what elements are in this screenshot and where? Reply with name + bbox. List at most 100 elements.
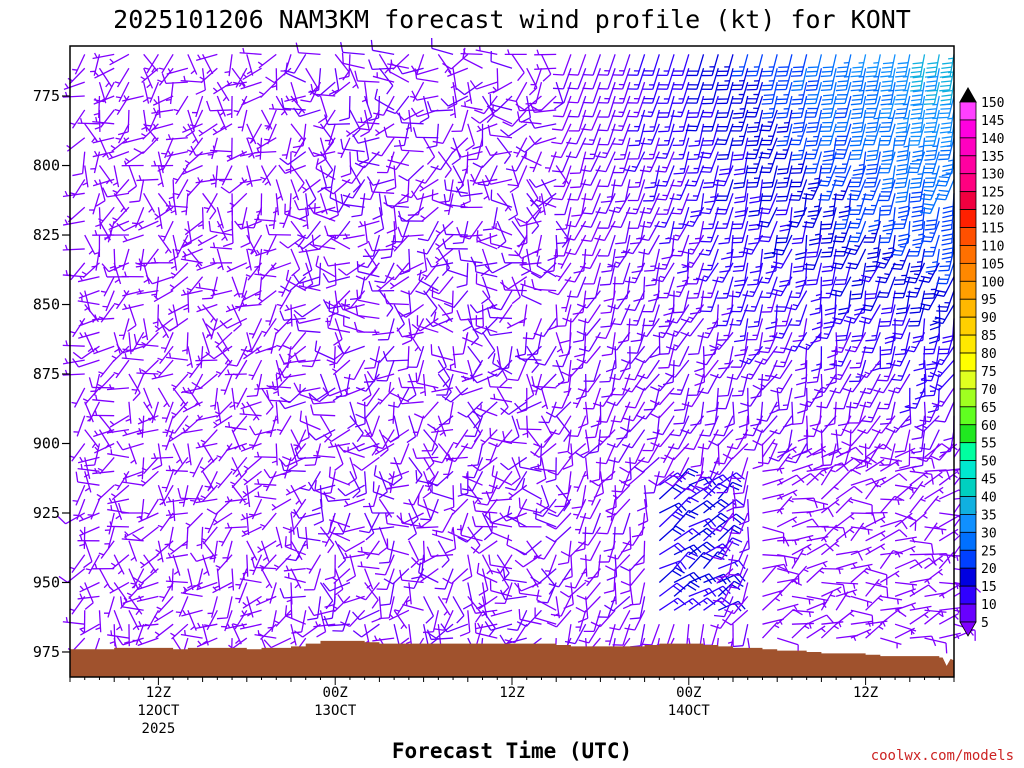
wind-barb: [116, 635, 144, 646]
wind-barb: [180, 289, 203, 296]
colorbar-bin: [959, 406, 977, 426]
wind-barb: [137, 415, 159, 425]
wind-barb: [159, 484, 174, 505]
wind-barb: [399, 248, 411, 275]
wind-barb: [82, 165, 89, 188]
wind-barb: [357, 117, 380, 125]
wind-barb: [239, 623, 262, 630]
wind-barb: [245, 248, 252, 271]
wind-barb: [451, 109, 469, 132]
wind-barb: [161, 471, 174, 493]
wind-barb: [166, 67, 189, 75]
wind-barb: [422, 471, 432, 499]
wind-barb: [378, 429, 389, 458]
wind-barb: [389, 276, 410, 290]
wind-barb: [151, 123, 174, 131]
wind-barb: [166, 552, 188, 559]
wind-barb: [222, 221, 234, 248]
wind-barb: [260, 165, 277, 184]
wind-barb: [290, 165, 305, 192]
wind-barb: [500, 401, 528, 416]
wind-barb: [431, 443, 454, 464]
wind-barb: [172, 165, 189, 185]
wind-barb: [374, 88, 395, 111]
wind-barb: [411, 317, 439, 332]
wind-barb: [249, 425, 277, 436]
wind-barb: [108, 151, 130, 160]
wind-barb: [337, 484, 365, 497]
wind-barb: [139, 554, 159, 569]
wind-barb: [187, 123, 199, 144]
wind-barb: [237, 109, 248, 132]
wind-barb: [151, 373, 174, 380]
colorbar-bin: [959, 442, 977, 462]
wind-barb: [356, 261, 380, 278]
wind-barb: [313, 450, 336, 459]
wind-barb: [263, 471, 277, 492]
wind-barb: [340, 41, 365, 55]
wind-barb: [239, 300, 262, 308]
wind-barb: [455, 385, 483, 396]
wind-barb: [118, 318, 130, 340]
wind-barb: [388, 609, 410, 621]
wind-barb: [261, 318, 277, 337]
wind-barb: [268, 207, 277, 230]
wind-barb: [208, 220, 233, 236]
wind-barb: [118, 502, 144, 514]
wind-barb: [226, 96, 233, 119]
wind-barb: [361, 415, 381, 438]
wind-barb: [203, 193, 218, 213]
wind-barb: [508, 234, 528, 257]
wind-barb: [500, 456, 528, 471]
wind-barb: [420, 498, 439, 521]
wind-barb: [93, 96, 101, 119]
wind-barb: [298, 281, 321, 292]
wind-barb: [92, 468, 115, 475]
wind-barb: [349, 415, 364, 443]
wind-barb: [278, 367, 306, 379]
wind-barb: [62, 244, 85, 251]
wind-barb: [249, 554, 263, 576]
wind-barb: [450, 137, 469, 154]
wind-barb: [299, 410, 321, 431]
wind-barb: [136, 288, 159, 295]
wind-barb: [431, 530, 454, 542]
wind-barb: [128, 596, 143, 616]
wind-barb: [270, 262, 292, 271]
wind-barb: [369, 181, 395, 194]
wind-barb: [141, 123, 159, 140]
wind-barb: [110, 484, 130, 501]
wind-barb: [206, 100, 233, 112]
wind-barb: [408, 457, 423, 484]
wind-barb: [77, 593, 100, 600]
wind-barb: [239, 574, 262, 584]
wind-barb: [437, 359, 451, 388]
wind-barb: [313, 203, 336, 222]
wind-barb: [392, 234, 410, 252]
wind-barb: [422, 498, 432, 527]
wind-barb: [346, 554, 357, 582]
wind-barb: [342, 233, 365, 240]
wind-barb: [157, 192, 173, 212]
wind-barb: [75, 471, 100, 486]
colorbar-label: 105: [981, 257, 1004, 272]
wind-barb: [376, 359, 395, 382]
wind-barb: [332, 568, 351, 584]
wind-barb: [501, 279, 527, 292]
wind-barb: [296, 527, 321, 542]
wind-barb: [212, 512, 233, 526]
wind-barb: [156, 359, 174, 378]
wind-barb: [247, 123, 263, 144]
wind-barb: [196, 262, 218, 271]
wind-barb: [460, 179, 471, 206]
wind-barb: [128, 373, 141, 402]
wind-barb: [146, 109, 159, 131]
wind-barb: [275, 179, 284, 201]
wind-barb: [195, 496, 218, 504]
wind-barb: [152, 304, 160, 327]
wind-barb: [505, 470, 528, 491]
colorbar-label: 60: [981, 419, 997, 434]
wind-barb: [113, 192, 128, 213]
wind-barb: [397, 303, 424, 318]
wind-barb: [197, 234, 218, 247]
